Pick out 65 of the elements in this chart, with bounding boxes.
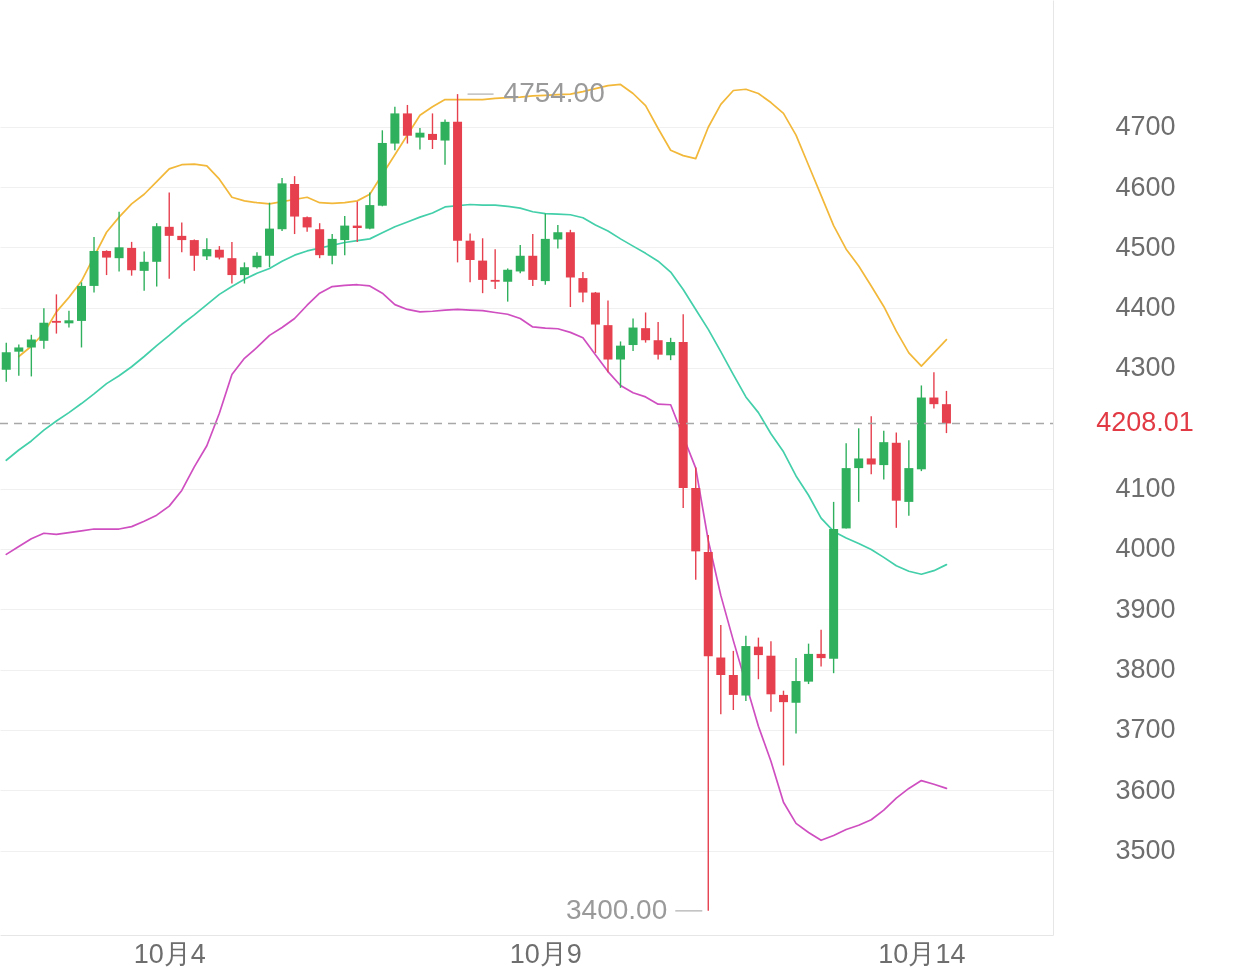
y-tick-label: 4700 (1115, 111, 1176, 142)
candlestick (202, 237, 212, 261)
candlestick (816, 629, 826, 668)
y-tick-label: 4000 (1115, 533, 1176, 564)
annotation: 3400.00 (566, 893, 668, 925)
candlestick (578, 271, 588, 303)
candlestick (490, 248, 500, 290)
y-tick-label: 4100 (1115, 473, 1176, 504)
candlestick (327, 233, 337, 265)
candlestick (666, 337, 676, 361)
candlestick (440, 118, 450, 166)
candlestick (39, 307, 49, 350)
candlestick (64, 309, 74, 329)
candlestick (51, 293, 61, 335)
x-tick-label: 10月14 (878, 938, 966, 969)
candlestick (854, 427, 864, 503)
candlestick (427, 112, 437, 150)
candlestick (465, 232, 475, 284)
candlestick (365, 191, 375, 230)
candlestick (189, 238, 199, 272)
candlestick (503, 267, 513, 303)
x-tick-label: 10月9 (509, 938, 582, 969)
line-series (17, 83, 948, 368)
ref-line-label: 4208.01 (1096, 407, 1194, 438)
y-tick-label: 4500 (1115, 231, 1176, 262)
candlestick (778, 689, 788, 767)
candlestick (478, 237, 488, 294)
candlestick (515, 244, 525, 274)
y-tick-label: 4600 (1115, 171, 1176, 202)
candlestick (929, 371, 939, 410)
candlestick (102, 249, 112, 276)
candlestick (941, 390, 951, 434)
x-tick-label: 10月4 (133, 938, 206, 969)
candlestick (641, 311, 651, 344)
y-tick-label: 3900 (1115, 593, 1176, 624)
y-tick-label: 4300 (1115, 352, 1176, 383)
candlestick (402, 104, 412, 145)
candlestick (164, 191, 174, 280)
candlestick (415, 127, 425, 151)
candlestick (866, 415, 876, 475)
candlestick (553, 224, 563, 250)
candlestick (1, 341, 11, 383)
candlestick (127, 241, 137, 277)
y-tick-label: 4400 (1115, 292, 1176, 323)
candlestick (728, 650, 738, 711)
candlestick (340, 215, 350, 256)
candlestick (653, 321, 663, 361)
candlestick (114, 211, 124, 273)
candlestick (616, 340, 626, 389)
line-series (5, 203, 948, 576)
candlestick (753, 636, 763, 680)
candlestick (177, 221, 187, 253)
candlestick (227, 241, 237, 285)
candlestick (139, 250, 149, 292)
candlestick (14, 343, 24, 377)
y-tick-label: 3500 (1115, 835, 1176, 866)
y-tick-label: 3700 (1115, 714, 1176, 745)
candlestick (791, 657, 801, 735)
candlestick (628, 317, 638, 352)
y-tick-label: 3600 (1115, 774, 1176, 805)
candlestick (239, 261, 249, 285)
candlestick (716, 624, 726, 715)
candlestick (879, 430, 889, 481)
y-tick-label: 3800 (1115, 654, 1176, 685)
line-series (5, 283, 948, 842)
